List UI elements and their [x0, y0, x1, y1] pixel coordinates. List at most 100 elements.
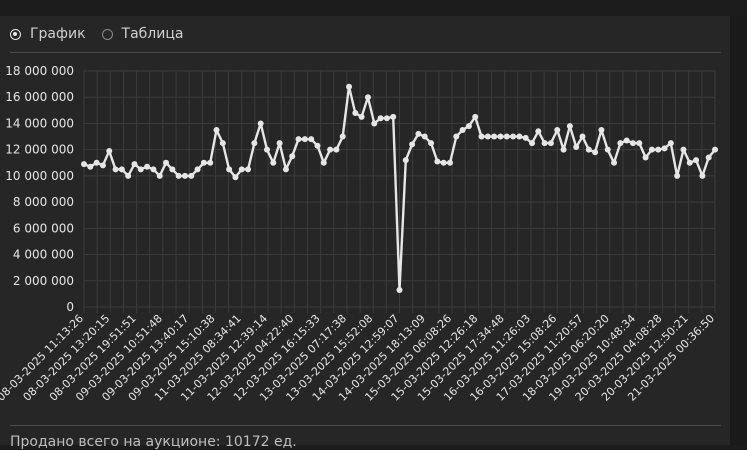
data-point: [560, 146, 567, 153]
data-point: [175, 172, 182, 179]
data-point: [339, 133, 346, 140]
data-point: [251, 140, 258, 147]
data-point: [333, 146, 340, 153]
data-point: [693, 157, 700, 164]
data-point: [270, 159, 277, 166]
data-point: [112, 166, 119, 173]
data-point: [453, 133, 460, 140]
data-point: [617, 140, 624, 147]
data-point: [421, 133, 428, 140]
data-point: [503, 133, 510, 140]
data-point: [364, 94, 371, 101]
data-point: [579, 133, 586, 140]
data-point: [592, 149, 599, 156]
top-divider: [10, 52, 721, 53]
data-point: [371, 120, 378, 127]
data-point: [358, 113, 365, 120]
data-point: [81, 161, 87, 168]
data-point: [674, 172, 681, 179]
data-point: [648, 146, 655, 153]
data-point: [585, 146, 592, 153]
y-tick-label: 4 000 000: [13, 248, 74, 262]
view-toggle: График Таблица: [10, 24, 199, 44]
y-tick-label: 8 000 000: [13, 195, 74, 209]
data-point: [308, 136, 315, 143]
data-point: [541, 140, 548, 147]
data-point: [680, 146, 687, 153]
data-point: [604, 146, 611, 153]
scrollbar-track[interactable]: [730, 16, 747, 445]
data-point: [219, 140, 226, 147]
data-point: [163, 159, 170, 166]
data-point: [377, 115, 384, 122]
data-point: [282, 166, 289, 173]
data-point: [314, 142, 321, 149]
option-chart-label: График: [30, 26, 86, 42]
data-point: [705, 154, 712, 161]
data-point: [295, 136, 302, 143]
data-point: [472, 113, 479, 120]
data-point: [554, 127, 561, 133]
option-table[interactable]: Таблица: [101, 26, 183, 42]
data-point: [156, 172, 163, 179]
data-point: [238, 166, 245, 173]
data-point: [276, 140, 283, 147]
data-point: [289, 153, 296, 160]
data-point: [535, 128, 542, 135]
data-point: [478, 133, 485, 140]
sold-total-text: Продано всего на аукционе: 10172 ед.: [10, 434, 297, 450]
data-point: [547, 140, 554, 147]
content-panel: [0, 16, 730, 445]
data-point: [459, 127, 466, 133]
y-tick-label: 18 000 000: [5, 64, 74, 78]
data-point: [409, 141, 416, 148]
data-point: [529, 140, 536, 147]
y-tick-label: 16 000 000: [5, 90, 74, 104]
data-point: [169, 166, 176, 173]
y-tick-label: 12 000 000: [5, 143, 74, 157]
data-point: [428, 140, 435, 147]
data-point: [566, 123, 573, 130]
data-point: [207, 159, 214, 166]
data-point: [465, 123, 472, 130]
data-point: [200, 159, 207, 166]
data-point: [434, 158, 441, 165]
data-point: [686, 159, 693, 166]
data-point: [257, 120, 264, 127]
data-point: [181, 172, 188, 179]
data-point: [598, 127, 605, 133]
data-point: [642, 154, 649, 161]
data-point: [87, 163, 94, 170]
data-point: [712, 146, 718, 153]
data-point: [226, 166, 233, 173]
data-point: [383, 115, 390, 122]
option-chart[interactable]: График: [10, 26, 86, 42]
data-point: [446, 159, 453, 166]
data-point: [346, 83, 353, 90]
data-point: [131, 161, 138, 168]
data-point: [125, 172, 132, 179]
data-point: [623, 137, 630, 144]
data-point: [327, 146, 334, 153]
radio-checked-icon[interactable]: [10, 28, 21, 40]
data-point: [497, 133, 504, 140]
data-point: [491, 133, 498, 140]
data-point: [150, 166, 157, 173]
radio-unchecked-icon[interactable]: [101, 28, 113, 40]
data-point: [516, 133, 523, 140]
data-point: [699, 172, 706, 179]
data-point: [106, 147, 113, 154]
y-tick-label: 2 000 000: [13, 274, 74, 288]
data-point: [144, 163, 151, 170]
data-point: [402, 157, 409, 164]
data-point: [629, 140, 636, 147]
data-point: [636, 140, 643, 147]
y-tick-label: 10 000 000: [5, 169, 74, 183]
data-point: [99, 162, 106, 169]
data-point: [611, 159, 618, 166]
data-point: [137, 166, 144, 173]
data-point: [655, 146, 662, 153]
data-point: [320, 159, 327, 166]
data-point: [522, 134, 529, 141]
